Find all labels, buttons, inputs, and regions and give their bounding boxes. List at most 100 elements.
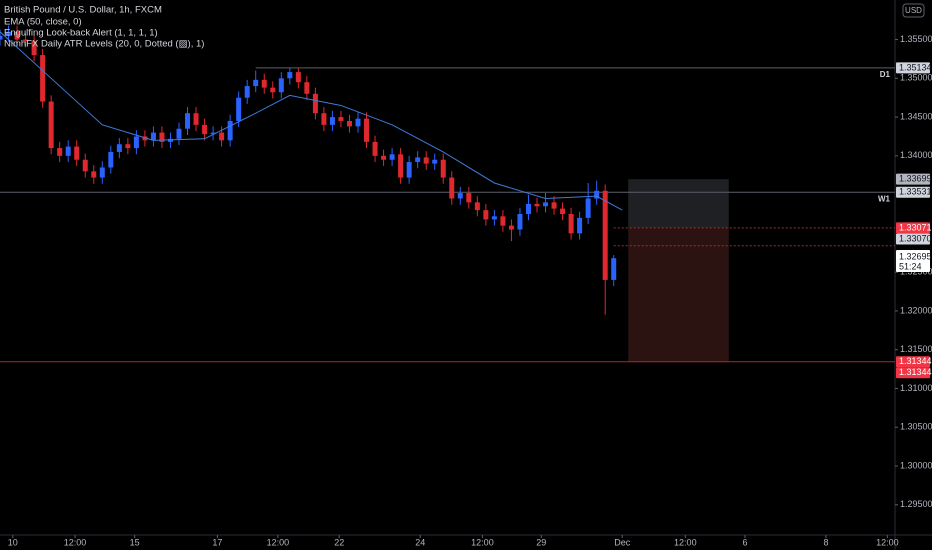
candle-body [287,72,293,79]
candle-body [23,39,29,42]
candle-body [389,154,395,160]
countdown: 51:24 [899,261,922,271]
currency-button[interactable] [902,3,925,18]
candle-body [534,203,540,207]
price-tag-label: 1.35134 [899,62,932,72]
candle-body [31,41,37,56]
last-price-tag [896,250,930,273]
candle-body [40,55,46,102]
candle-body [551,202,557,209]
ema-line [0,31,623,211]
candle-body [474,202,480,211]
candle-body [525,203,531,214]
candle-body [500,216,506,226]
candle-body [364,118,370,142]
candle-body [99,167,105,178]
currency[interactable]: USD [905,6,922,15]
candle-body [6,31,12,36]
price-tag [896,367,930,379]
y-tick-label: 1.34000 [900,150,932,160]
candle-body [236,97,242,121]
candle-body [611,258,617,280]
candle-body [150,132,156,141]
candle-body [270,87,276,93]
price-tag [896,222,930,234]
candle-body [116,144,122,152]
candle-body [82,159,88,172]
x-tick-label: 12:00 [471,537,494,547]
candle-body [381,155,387,160]
candle-body [48,101,54,149]
x-tick-label: 8 [823,537,828,547]
x-tick-label: 12:00 [64,537,87,547]
x-tick-label: 15 [130,537,140,547]
candle-body [176,128,182,139]
candle-body [491,216,497,220]
candle-body [210,132,216,135]
candle-body [108,151,114,168]
price-tag [896,356,930,368]
candle-body [295,72,301,83]
y-tick-label: 1.35500 [900,34,932,44]
chart-title: British Pound / U.S. Dollar, 1h, FXCM [4,5,162,16]
candle-body [159,132,165,142]
candle-body [517,214,523,230]
candle-body [304,82,310,94]
candle-body [415,157,421,163]
x-tick-label: 12:00 [267,537,290,547]
price-tag-label: 1.33070 [899,233,932,243]
x-tick-label: 29 [536,537,546,547]
candle-body [167,138,173,142]
level-label: D1 [880,70,891,79]
candle-body [0,35,3,40]
price-tag-label: 1.31344 [899,356,932,366]
price-tag [896,62,930,74]
y-tick-label: 1.32000 [900,305,932,315]
candle-body [602,190,608,280]
candle-body [219,132,225,141]
level-label: W1 [878,194,891,203]
position-profit [628,179,729,228]
price-tag-label: 1.33699 [899,174,932,184]
candle-body [312,93,318,114]
candle-body [594,190,600,199]
candle-body [585,198,591,218]
candle-body [432,159,438,164]
x-tick-label: 12:00 [876,537,899,547]
candle-body [372,141,378,156]
candle-body [133,136,139,149]
candle-body [185,113,191,129]
last-price-label: 1.32695 [899,251,932,261]
candle-body [57,148,63,156]
y-tick-label: 1.29500 [900,499,932,509]
candle-body [65,146,71,156]
price-tag [896,233,930,245]
y-tick-label: 1.31500 [900,344,932,354]
candle-body [202,124,208,135]
x-tick-label: Dec [614,537,631,547]
candle-body [449,177,455,199]
candle-body [346,120,352,127]
candle-body [398,154,404,178]
candle-body [14,31,20,40]
candle-body [440,159,446,178]
candle-body [543,202,549,207]
candle-body [253,79,259,87]
candle-body [483,210,489,220]
x-tick-label: 17 [212,537,222,547]
candle-body [74,146,80,160]
candle-body [338,117,344,121]
position-loss [628,227,729,362]
price-tag [896,186,930,198]
x-tick-label: 12:00 [674,537,697,547]
x-tick-label: 22 [334,537,344,547]
price-tag-label: 1.33531 [899,187,932,197]
x-tick-label: 24 [415,537,425,547]
indicator: NimhFX Daily ATR Levels (20, 0, Dotted (… [4,39,204,50]
candle-body [457,193,463,199]
candle-body [423,157,429,164]
indicator: Engulfing Look-back Alert (1, 1, 1, 1) [4,28,158,39]
candle-body [91,171,97,178]
